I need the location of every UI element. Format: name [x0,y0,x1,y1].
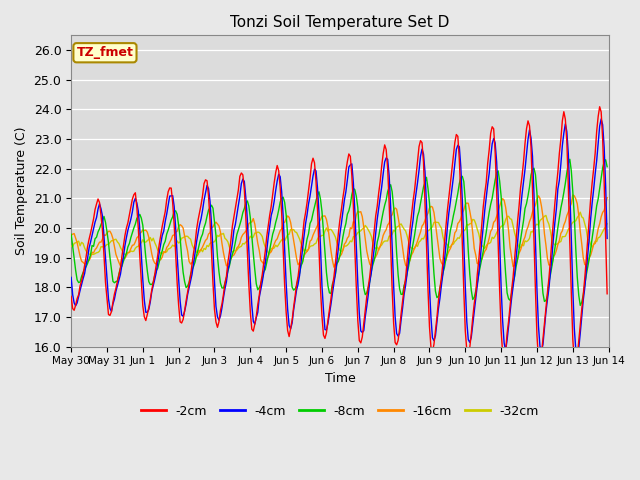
X-axis label: Time: Time [324,372,355,385]
Text: TZ_fmet: TZ_fmet [77,46,133,59]
Legend: -2cm, -4cm, -8cm, -16cm, -32cm: -2cm, -4cm, -8cm, -16cm, -32cm [136,400,544,423]
Y-axis label: Soil Temperature (C): Soil Temperature (C) [15,127,28,255]
Title: Tonzi Soil Temperature Set D: Tonzi Soil Temperature Set D [230,15,449,30]
